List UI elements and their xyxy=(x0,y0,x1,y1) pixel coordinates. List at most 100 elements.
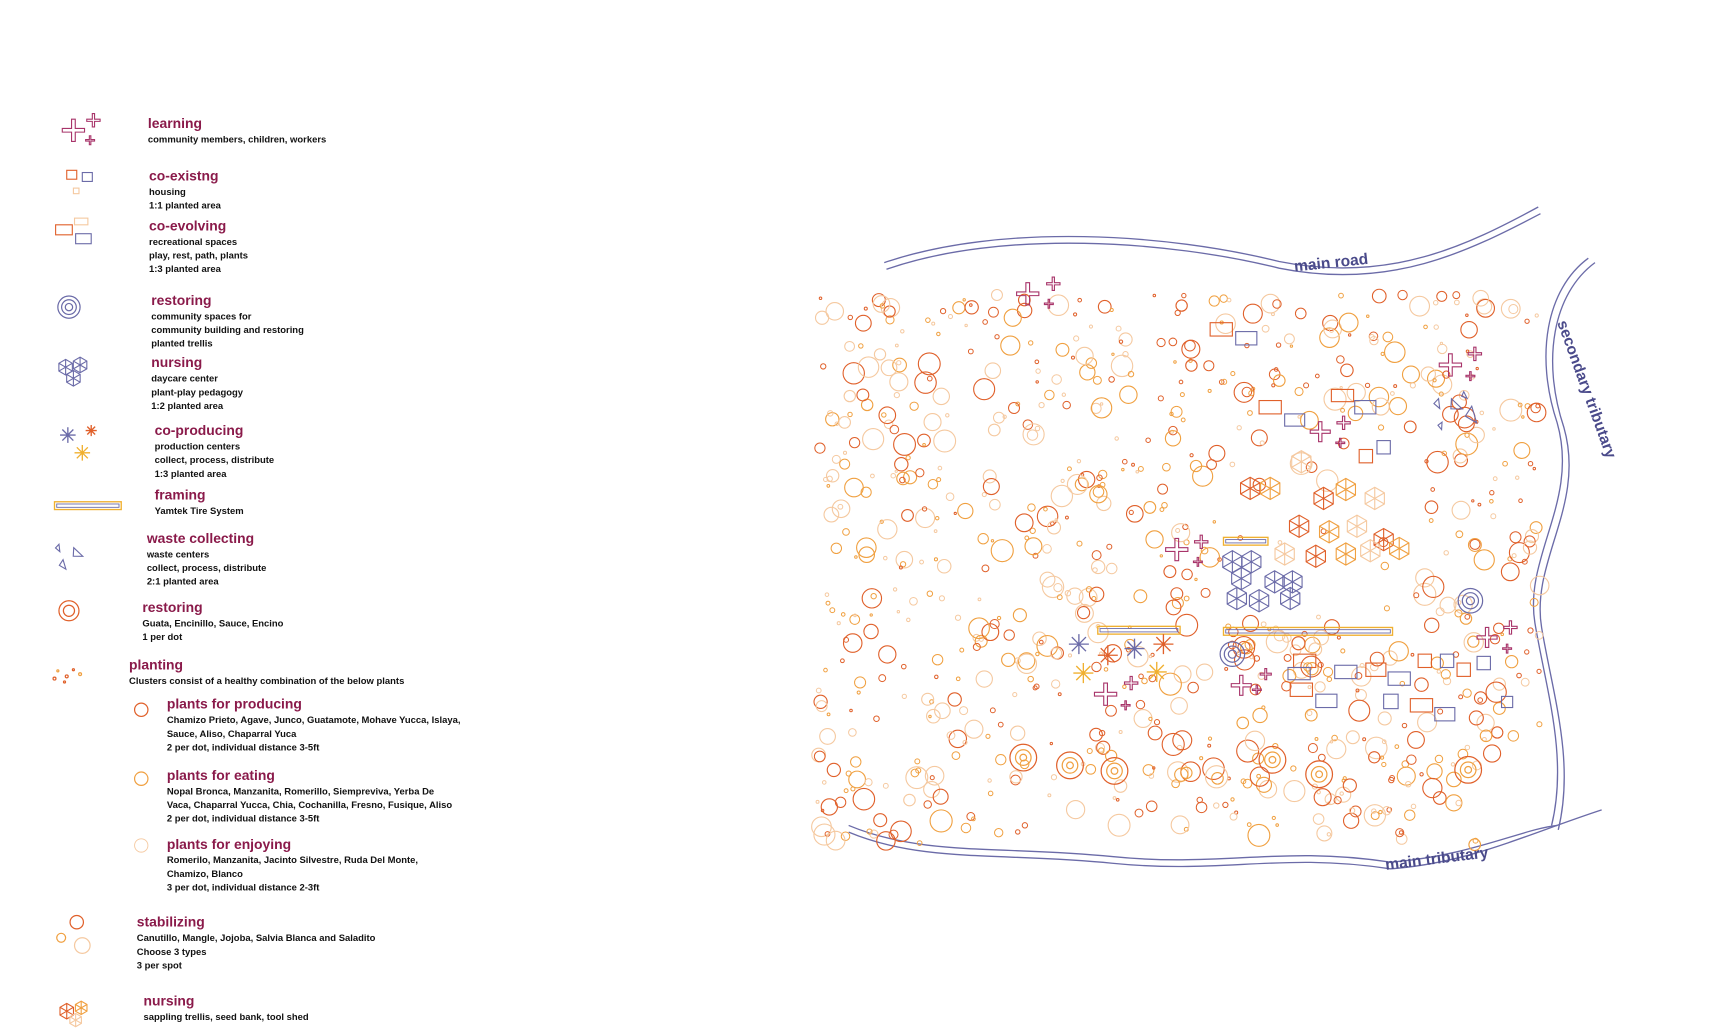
rect-icon xyxy=(73,217,89,226)
circle-icon xyxy=(1108,376,1115,383)
circle-icon xyxy=(1175,613,1199,637)
circle-icon xyxy=(936,331,941,337)
rect-icon xyxy=(1209,322,1233,337)
circle-icon xyxy=(1289,344,1294,348)
circle-icon xyxy=(1061,392,1067,397)
circle-icon xyxy=(1426,763,1443,780)
circle-icon xyxy=(981,492,987,498)
circle-icon xyxy=(1121,467,1125,472)
circle-icon xyxy=(1303,662,1313,672)
circle-icon xyxy=(813,750,826,763)
circle-icon xyxy=(1457,748,1469,760)
circle-icon xyxy=(62,680,67,684)
circle-icon xyxy=(1410,652,1415,657)
legend-text: 1 per dot xyxy=(142,632,183,643)
circle-icon xyxy=(1208,295,1220,307)
circle-icon xyxy=(925,317,931,323)
circle-icon xyxy=(1024,535,1030,541)
circle-icon xyxy=(1289,644,1302,657)
circle-icon xyxy=(820,808,825,813)
circle-icon xyxy=(1019,753,1028,762)
cross-icon xyxy=(1194,534,1209,550)
hex-icon xyxy=(1231,566,1252,591)
circle-icon xyxy=(1535,403,1541,409)
circle-icon xyxy=(1064,589,1072,597)
circle-icon xyxy=(1524,649,1530,655)
circle-icon xyxy=(1462,688,1472,698)
circle-icon xyxy=(1225,623,1232,630)
circle-icon xyxy=(1492,677,1506,691)
circle-icon xyxy=(1476,298,1496,318)
circle-icon xyxy=(1119,385,1138,404)
circle-icon xyxy=(1304,708,1318,722)
legend-text: Nopal Bronca, Manzanita, Romerillo, Siem… xyxy=(167,786,434,797)
circle-icon xyxy=(1489,490,1495,496)
circle-icon xyxy=(894,457,909,472)
legend-title: plants for producing xyxy=(167,696,302,712)
circle-icon xyxy=(1247,410,1253,416)
circle-icon xyxy=(73,937,91,954)
circle-icon xyxy=(1381,761,1387,768)
circle-icon xyxy=(826,712,831,717)
circle-icon xyxy=(873,715,880,722)
circle-icon xyxy=(57,295,81,319)
legend-text: plant-play pedagogy xyxy=(151,387,244,398)
rect-icon xyxy=(1409,698,1434,713)
circle-icon xyxy=(1181,568,1193,581)
circle-icon xyxy=(1471,499,1475,503)
circle-icon xyxy=(1422,575,1445,599)
circle-icon xyxy=(858,546,876,564)
circle-icon xyxy=(1338,292,1344,299)
circle-icon xyxy=(813,694,828,709)
circle-icon xyxy=(1281,680,1292,692)
circle-icon xyxy=(1118,339,1124,344)
circle-icon xyxy=(1380,351,1385,356)
circle-icon xyxy=(1473,549,1495,571)
circle-icon xyxy=(1167,761,1189,783)
circle-icon xyxy=(1036,635,1059,657)
circle-icon xyxy=(1180,766,1193,780)
circle-icon xyxy=(1508,304,1519,315)
circle-icon xyxy=(1075,346,1094,366)
circle-icon xyxy=(919,559,924,565)
circle-icon xyxy=(1028,340,1034,346)
legend-item: restoring Guata, Encinillo, Sauce, Encino… xyxy=(58,599,284,643)
legend-title: nursing xyxy=(151,354,202,370)
circle-icon xyxy=(858,343,864,349)
circle-icon xyxy=(815,799,820,804)
circle-icon xyxy=(1244,730,1266,752)
circle-icon xyxy=(1236,425,1242,431)
circle-icon xyxy=(1336,355,1345,364)
circle-icon xyxy=(1306,710,1313,717)
circle-icon xyxy=(896,609,901,614)
circle-icon xyxy=(1152,766,1156,770)
cross-icon xyxy=(61,118,86,142)
circle-icon xyxy=(1307,685,1312,690)
circle-icon xyxy=(1534,630,1544,640)
frame-icon xyxy=(53,501,122,511)
circle-icon xyxy=(1363,804,1387,827)
circle-icon xyxy=(1115,325,1122,332)
circle-icon xyxy=(1091,550,1102,561)
cross-icon xyxy=(1120,700,1131,711)
legend-text: 2 per dot, individual distance 3-5ft xyxy=(167,814,320,825)
circle-icon xyxy=(1442,370,1451,379)
legend-title: stabilizing xyxy=(137,914,205,930)
circle-icon xyxy=(850,756,862,768)
legend-text: housing xyxy=(149,187,186,198)
circle-icon xyxy=(1524,318,1530,324)
circle-icon xyxy=(1508,542,1530,564)
cross-icon xyxy=(1335,437,1346,448)
circle-icon xyxy=(914,371,937,394)
circle-icon xyxy=(1500,562,1520,582)
circle-icon xyxy=(947,313,954,320)
circle-icon xyxy=(1307,743,1318,754)
legend-text: Choose 3 types xyxy=(137,947,207,958)
circle-icon xyxy=(1283,333,1295,345)
circle-icon xyxy=(1458,694,1464,700)
circle-icon xyxy=(889,424,900,435)
circle-icon xyxy=(901,509,914,522)
circle-icon xyxy=(1161,501,1168,509)
circle-icon xyxy=(982,319,988,325)
rect-icon xyxy=(1376,440,1391,455)
